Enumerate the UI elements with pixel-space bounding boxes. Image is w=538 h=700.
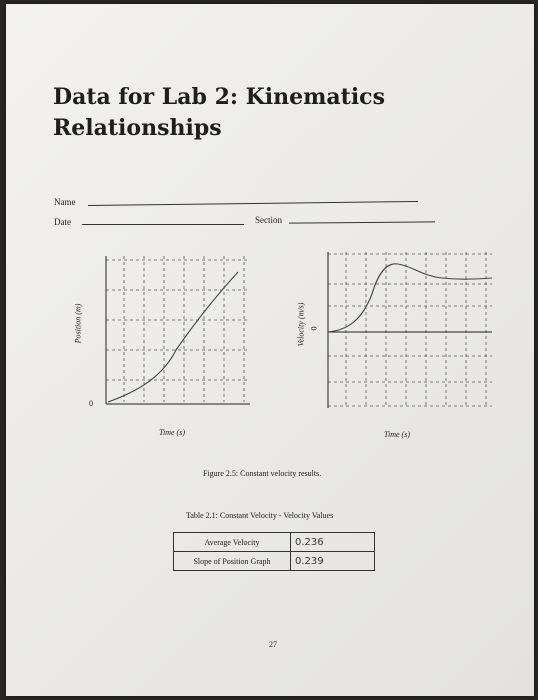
date-label: Date <box>54 217 71 227</box>
lab-page: Data for Lab 2: Kinematics Relationships… <box>6 4 534 696</box>
table-row: Slope of Position Graph 0.239 <box>173 551 375 571</box>
average-velocity-label: Average Velocity <box>173 532 291 552</box>
position-origin-label: 0 <box>89 399 93 408</box>
velocity-graph <box>327 252 493 408</box>
slope-value[interactable]: 0.239 <box>290 551 375 571</box>
section-field[interactable] <box>288 221 436 224</box>
page-title: Data for Lab 2: Kinematics Relationships <box>53 84 385 141</box>
date-field[interactable] <box>82 224 244 225</box>
table-row: Average Velocity 0.236 <box>173 532 375 552</box>
velocity-xlabel: Time (s) <box>384 430 410 439</box>
name-label: Name <box>54 197 76 207</box>
average-velocity-value[interactable]: 0.236 <box>290 532 375 552</box>
section-label: Section <box>255 215 282 225</box>
page-number: 27 <box>269 640 277 649</box>
name-field[interactable] <box>88 200 418 207</box>
velocity-values-table: Average Velocity 0.236 Slope of Position… <box>173 532 375 571</box>
figure-caption: Figure 2.5: Constant velocity results. <box>203 469 322 478</box>
velocity-zero-label: 0 <box>309 326 319 331</box>
position-graph <box>105 256 250 405</box>
table-caption: Table 2.1: Constant Velocity - Velocity … <box>186 511 334 520</box>
position-ylabel: Position (m) <box>73 303 83 344</box>
position-xlabel: Time (s) <box>159 428 185 437</box>
velocity-ylabel: Velocity (m/s) <box>296 302 306 347</box>
slope-label: Slope of Position Graph <box>173 551 291 571</box>
